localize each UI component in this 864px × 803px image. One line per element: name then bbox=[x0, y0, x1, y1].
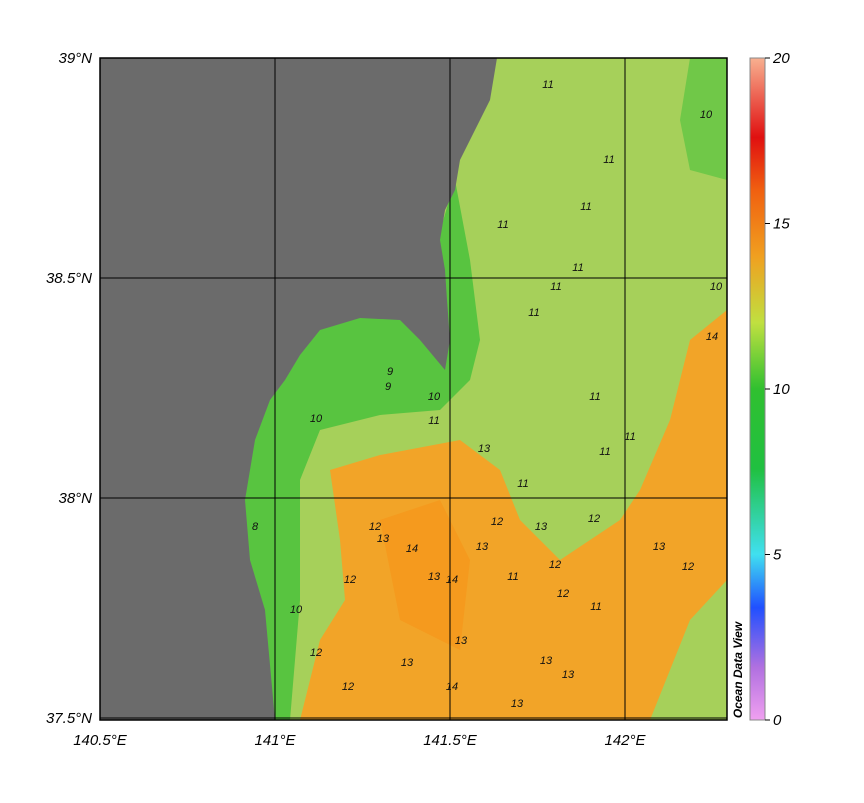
contour-label: 14 bbox=[406, 543, 418, 555]
contour-label: 14 bbox=[706, 331, 718, 343]
lon-tick-label: 141°E bbox=[254, 732, 296, 749]
contour-label: 8 bbox=[252, 521, 259, 533]
contour-label: 11 bbox=[507, 571, 518, 583]
lon-tick-label: 140.5°E bbox=[73, 732, 128, 749]
contour-label: 11 bbox=[572, 262, 583, 274]
lon-tick-label: 141.5°E bbox=[423, 732, 478, 749]
contour-label: 13 bbox=[562, 669, 575, 681]
contour-label: 14 bbox=[446, 681, 458, 693]
contour-label: 13 bbox=[653, 541, 666, 553]
contour-label: 13 bbox=[428, 571, 441, 583]
contour-label: 13 bbox=[478, 443, 491, 455]
contour-label: 12 bbox=[310, 647, 322, 659]
ocean-cool bbox=[680, 58, 727, 180]
credit: Ocean Data View bbox=[731, 621, 745, 718]
contour-label: 11 bbox=[528, 307, 539, 319]
contour-label: 9 bbox=[385, 381, 391, 393]
contour-label: 11 bbox=[497, 219, 508, 231]
contour-label: 10 bbox=[428, 391, 441, 403]
land bbox=[100, 58, 497, 720]
contour-label: 12 bbox=[549, 559, 561, 571]
contour-label: 13 bbox=[540, 655, 553, 667]
contour-label: 13 bbox=[377, 533, 390, 545]
contour-label: 10 bbox=[710, 281, 723, 293]
contour-label: 11 bbox=[590, 601, 601, 613]
colorbar-tick-label: 10 bbox=[773, 381, 790, 398]
contour-label: 13 bbox=[401, 657, 414, 669]
lat-tick-label: 39°N bbox=[58, 50, 92, 67]
contour-label: 12 bbox=[682, 561, 694, 573]
contour-label: 13 bbox=[455, 635, 468, 647]
lat-tick-label: 38.5°N bbox=[46, 270, 92, 287]
contour-label: 10 bbox=[290, 604, 303, 616]
contour-label: 12 bbox=[588, 513, 600, 525]
colorbar-tick-label: 20 bbox=[772, 50, 790, 67]
contour-label: 9 bbox=[387, 366, 393, 378]
contour-label: 11 bbox=[542, 79, 553, 91]
contour-label: 11 bbox=[603, 154, 614, 166]
contour-label: 11 bbox=[580, 201, 591, 213]
ocean-warmest bbox=[380, 500, 470, 650]
map-area bbox=[100, 58, 727, 720]
contour-label: 11 bbox=[428, 415, 439, 427]
contour-label: 12 bbox=[342, 681, 354, 693]
contour-label: 12 bbox=[369, 521, 381, 533]
colorbar bbox=[749, 57, 766, 721]
contour-label: 11 bbox=[624, 431, 635, 443]
contour-label: 11 bbox=[517, 478, 528, 490]
lon-tick-label: 142°E bbox=[604, 732, 646, 749]
contour-label: 12 bbox=[557, 588, 569, 600]
lat-tick-label: 38°N bbox=[58, 490, 92, 507]
contour-label: 11 bbox=[599, 446, 610, 458]
colorbar-tick-label: 0 bbox=[773, 712, 782, 729]
contour-label: 13 bbox=[535, 521, 548, 533]
contour-label: 12 bbox=[491, 516, 503, 528]
map-frame bbox=[99, 57, 728, 721]
contour-label: 11 bbox=[550, 281, 561, 293]
contour-label: 10 bbox=[310, 413, 323, 425]
contour-label: 13 bbox=[476, 541, 489, 553]
contour-label: 11 bbox=[589, 391, 600, 403]
colorbar-tick-label: 5 bbox=[773, 547, 782, 564]
contour-label: 14 bbox=[446, 574, 458, 586]
lat-tick-label: 37.5°N bbox=[46, 710, 92, 727]
contour-label: 10 bbox=[700, 109, 713, 121]
contour-label: 13 bbox=[511, 698, 524, 710]
contour-label: 12 bbox=[344, 574, 356, 586]
colorbar-tick-label: 15 bbox=[773, 216, 790, 233]
